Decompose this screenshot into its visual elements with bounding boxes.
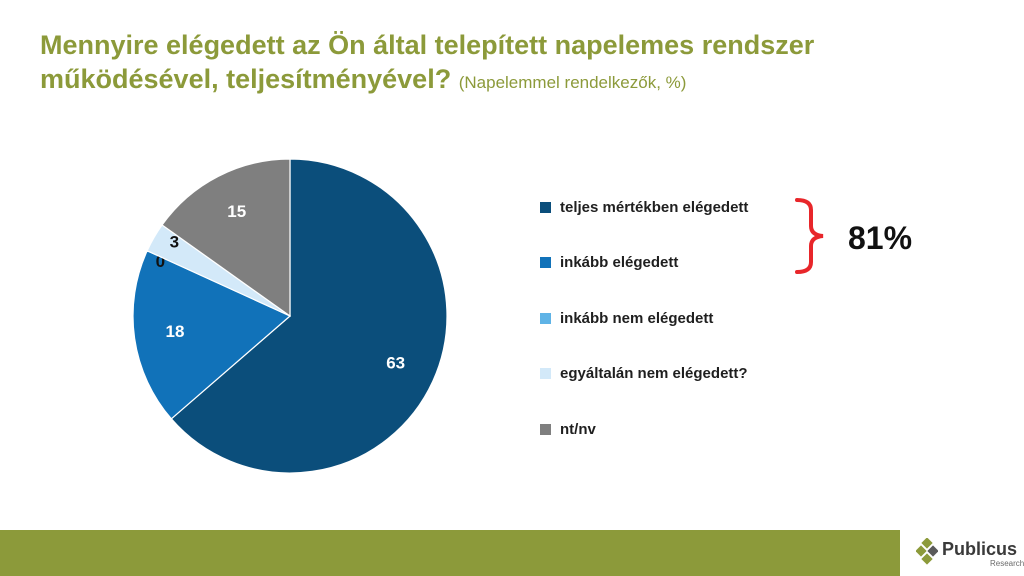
pie-slice-nt-nv: [161, 158, 291, 318]
legend-item-ink-bb-el-gedett: inkább elégedett: [540, 253, 748, 273]
legend-swatch: [540, 312, 551, 324]
legend-label: nt/nv: [560, 420, 596, 438]
legend-item-egy-ltal-n-nem-el-gedett: egyáltalán nem elégedett?: [540, 364, 748, 384]
legend-item-teljes-m-rt-kben-el-gedett: teljes mértékben elégedett: [540, 197, 748, 217]
pie-slice-teljes-m-rt-kben-el-gedett: [170, 158, 448, 474]
brand-name: Publicus: [942, 539, 1018, 559]
legend-swatch: [540, 423, 551, 435]
pie-data-label-ink-bb-el-gedett: 18: [166, 322, 185, 341]
legend-swatch: [540, 201, 551, 213]
pie-slice-ink-bb-el-gedett: [132, 249, 292, 420]
legend-swatch: [540, 368, 551, 379]
legend-label: teljes mértékben elégedett: [560, 198, 749, 216]
pie-data-label-teljes-m-rt-kben-el-gedett: 63: [386, 354, 405, 373]
legend-label: inkább elégedett: [560, 254, 679, 271]
brand-logo: Publicus Research: [916, 536, 1024, 572]
pie-data-label-egy-ltal-n-nem-el-gedett: 3: [170, 232, 179, 251]
pie-data-label-nt-nv: 15: [227, 202, 246, 221]
title-main: Mennyire elégedett az Ön által telepítet…: [40, 30, 815, 94]
brand-tagline: Research: [990, 559, 1024, 568]
legend-label: inkább nem elégedett: [560, 309, 714, 327]
legend-label: egyáltalán nem elégedett?: [560, 365, 748, 382]
chart-legend: teljes mértékben elégedett inkább elégede…: [540, 197, 748, 475]
legend-item-ink-bb-nem-el-gedett: inkább nem elégedett: [540, 308, 748, 328]
bracket-total-label: 81%: [848, 220, 913, 256]
footer-bar: [0, 530, 900, 576]
legend-item-nt-nv: nt/nv: [540, 419, 748, 439]
pie-data-label-ink-bb-nem-el-gedett: 0: [156, 252, 165, 271]
page-title: Mennyire elégedett az Ön által telepítet…: [40, 28, 940, 100]
logo-mark-icon: [916, 538, 938, 565]
bracket-icon: [795, 198, 824, 274]
legend-swatch: [540, 257, 551, 268]
title-subtitle: (Napelemmel rendelkezők, %): [458, 73, 687, 92]
